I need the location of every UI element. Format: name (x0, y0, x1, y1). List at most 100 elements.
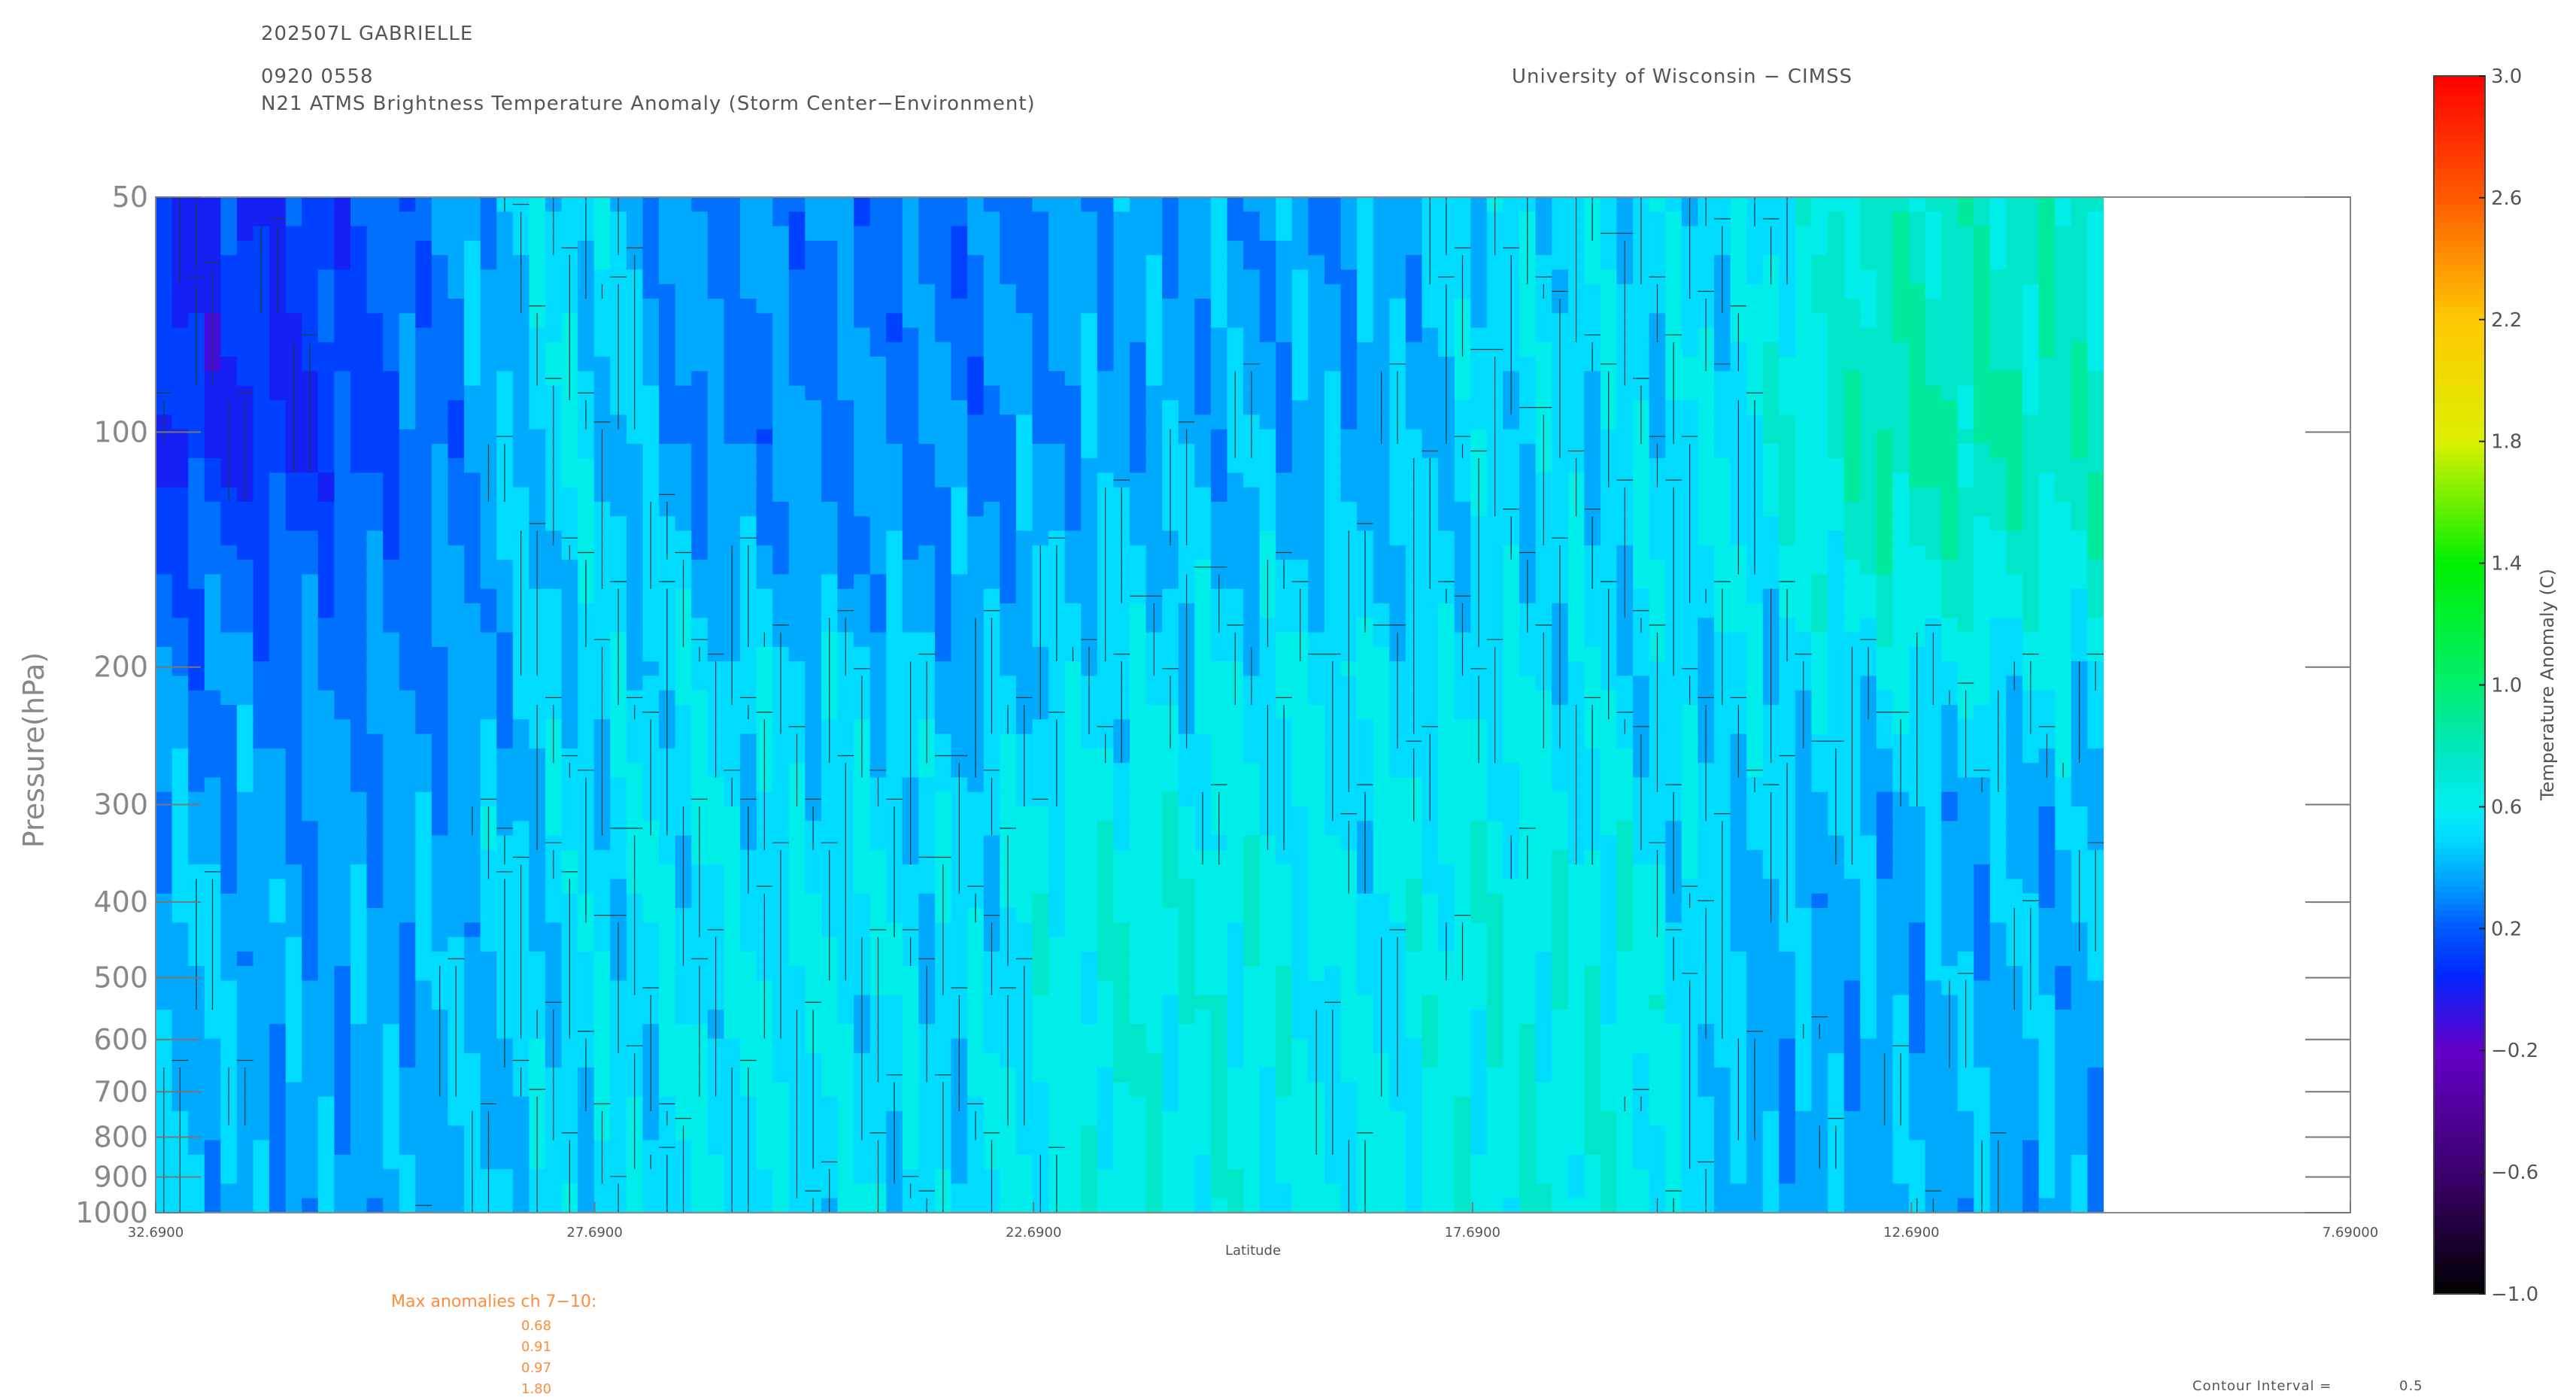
field-cell (1503, 429, 1520, 445)
field-cell (1828, 574, 1845, 590)
field-cell (1422, 705, 1439, 721)
field-cell (1584, 400, 1601, 416)
field-cell (1130, 313, 1147, 329)
field-cell (1957, 443, 1975, 459)
field-cell (1795, 357, 1813, 372)
field-cell (366, 429, 384, 445)
field-cell (772, 327, 790, 343)
field-cell (1405, 342, 1423, 357)
field-cell (1811, 632, 1828, 648)
field-cell (1941, 269, 1959, 285)
field-cell (1925, 560, 1942, 576)
field-cell (772, 502, 790, 518)
field-cell (935, 342, 952, 357)
field-cell (1779, 530, 1796, 546)
field-cell (837, 705, 854, 721)
field-cell (1633, 661, 1650, 677)
field-cell (1941, 530, 1959, 546)
field-cell (1860, 284, 1877, 299)
field-cell (967, 777, 985, 793)
field-cell (805, 240, 822, 256)
field-cell (253, 560, 270, 576)
field-cell (383, 472, 400, 488)
field-cell (951, 646, 968, 662)
field-cell (2071, 777, 2089, 793)
field-cell (317, 269, 335, 285)
field-cell (1649, 502, 1667, 518)
field-cell (707, 255, 725, 271)
field-cell (156, 574, 173, 590)
field-cell (1243, 763, 1261, 779)
field-cell (626, 458, 644, 474)
field-cell (448, 646, 465, 662)
field-cell (1989, 516, 2007, 532)
field-cell (1064, 197, 1082, 213)
field-cell (1989, 197, 2007, 213)
field-cell (821, 197, 839, 213)
field-cell (1762, 530, 1780, 546)
field-cell (1097, 661, 1115, 677)
field-cell (317, 560, 335, 576)
field-cell (983, 443, 1001, 459)
field-cell (1860, 371, 1877, 387)
field-cell (1454, 763, 1472, 779)
field-cell (691, 197, 708, 213)
field-cell (1941, 327, 1959, 343)
field-cell (2006, 284, 2023, 299)
field-cell (610, 748, 627, 764)
field-cell (496, 342, 514, 357)
field-cell (399, 690, 417, 706)
field-cell (951, 574, 968, 590)
field-cell (967, 443, 985, 459)
field-cell (2087, 690, 2104, 706)
field-cell (1178, 313, 1196, 329)
field-cell (561, 458, 578, 474)
field-cell (1113, 342, 1130, 357)
field-cell (1243, 487, 1261, 503)
field-cell (1000, 777, 1017, 793)
field-cell (2038, 415, 2056, 430)
field-cell (821, 385, 839, 401)
field-cell (1989, 255, 2007, 271)
field-cell (1649, 385, 1667, 401)
field-cell (1145, 705, 1163, 721)
field-cell (675, 516, 693, 532)
field-cell (1291, 748, 1309, 764)
field-cell (366, 385, 384, 401)
field-cell (983, 299, 1001, 314)
field-cell (236, 211, 254, 227)
field-cell (448, 255, 465, 271)
field-cell (1373, 676, 1391, 691)
field-cell (1974, 342, 1991, 357)
field-cell (2006, 226, 2023, 241)
field-cell (869, 284, 887, 299)
field-cell (1145, 313, 1163, 329)
field-cell (1535, 763, 1552, 779)
field-cell (1714, 719, 1731, 735)
field-cell (886, 748, 903, 764)
field-cell (707, 385, 725, 401)
field-cell (1779, 676, 1796, 691)
field-cell (1600, 284, 1618, 299)
field-cell (1843, 429, 1861, 445)
field-cell (918, 502, 936, 518)
field-cell (383, 226, 400, 241)
field-cell (983, 574, 1001, 590)
field-cell (561, 415, 578, 430)
field-cell (431, 415, 449, 430)
field-cell (1957, 545, 1975, 560)
field-cell (1941, 400, 1959, 416)
field-cell (545, 588, 563, 604)
field-cell (1422, 400, 1439, 416)
field-cell (1746, 618, 1764, 633)
field-cell (1243, 791, 1261, 807)
field-cell (1616, 748, 1634, 764)
field-cell (1828, 342, 1845, 357)
field-cell (1276, 197, 1293, 213)
field-cell (837, 588, 854, 604)
field-cell (431, 443, 449, 459)
field-cell (1779, 299, 1796, 314)
field-cell (1925, 429, 1942, 445)
field-cell (1909, 530, 1926, 546)
field-cell (886, 458, 903, 474)
